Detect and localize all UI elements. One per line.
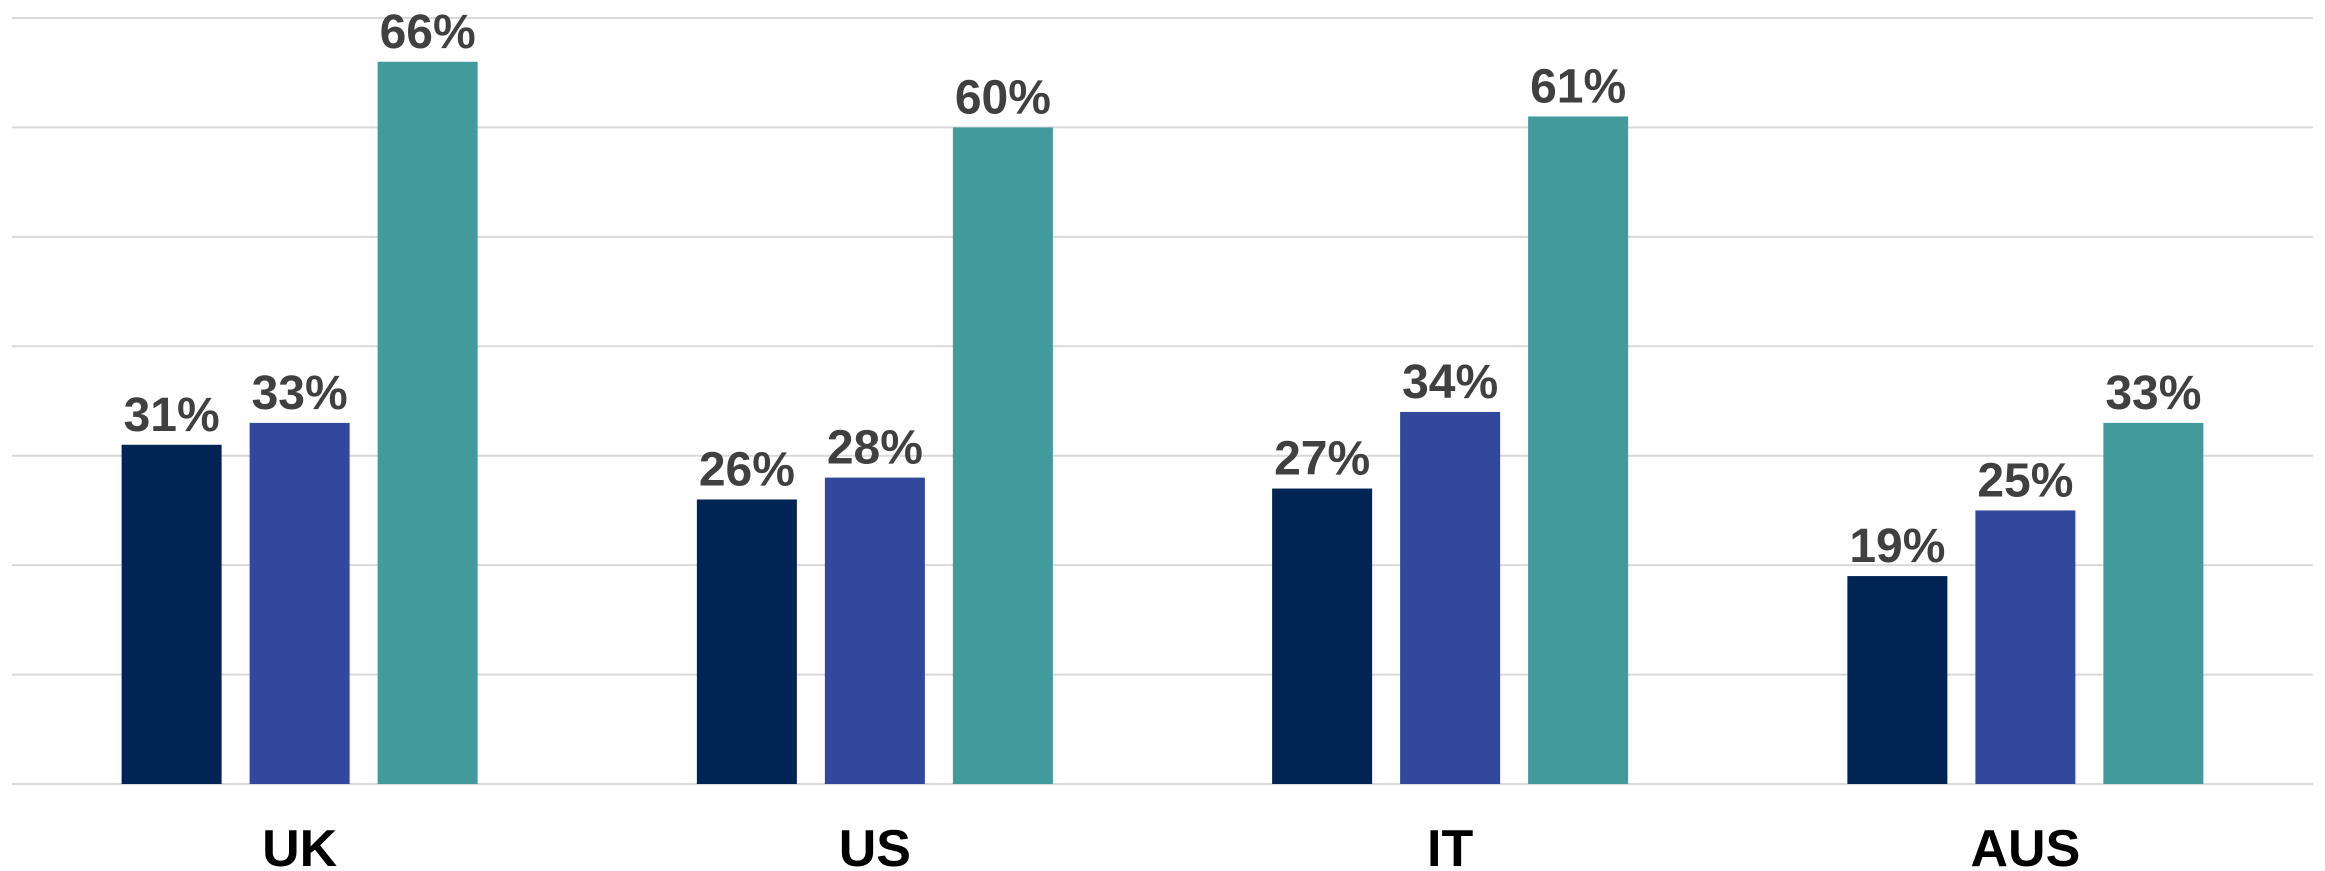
bar-us-2 [824,477,925,784]
category-label-it: IT [1427,820,1473,871]
bar-uk-1 [121,444,222,784]
bar-us-1 [696,499,797,784]
data-label-uk-1: 31% [124,389,220,442]
data-label-it-3: 61% [1530,60,1626,113]
data-label-aus-3: 33% [2105,367,2201,420]
category-label-aus: AUS [1970,820,2080,871]
bars [121,61,2204,785]
data-label-uk-3: 66% [380,6,476,59]
data-label-aus-2: 25% [1977,454,2073,507]
data-label-aus-1: 19% [1849,520,1945,573]
bar-uk-3 [377,61,478,785]
data-label-us-3: 60% [955,71,1051,124]
bar-it-1 [1272,488,1373,784]
data-label-it-1: 27% [1274,433,1370,486]
gridlines [12,17,2313,785]
category-label-uk: UK [262,820,338,871]
data-labels: 31% 33% 66% 26% 28% 60% 27% 34% 61% 19% 25% 33% [124,6,2202,573]
bar-aus-2 [1975,510,2076,784]
category-labels: UK US IT AUS [262,820,2080,871]
bar-aus-3 [2103,422,2204,784]
data-label-us-1: 26% [699,443,795,496]
bar-aus-1 [1847,576,1948,784]
bar-us-3 [952,127,1053,784]
bar-uk-2 [249,422,350,784]
data-label-uk-2: 33% [252,367,348,420]
data-label-us-2: 28% [827,422,923,475]
bar-it-2 [1400,411,1501,784]
category-label-us: US [839,820,911,871]
data-label-it-2: 34% [1402,356,1498,409]
bar-it-3 [1528,116,1629,784]
